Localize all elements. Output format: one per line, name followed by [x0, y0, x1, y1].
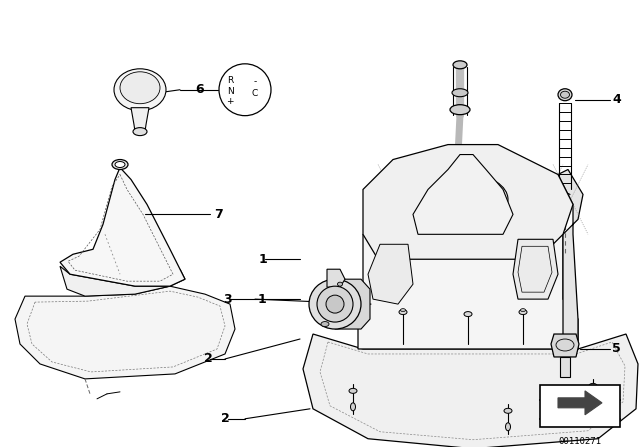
Polygon shape: [363, 145, 573, 259]
Polygon shape: [368, 244, 413, 304]
Text: N: N: [227, 87, 234, 96]
Ellipse shape: [450, 105, 470, 115]
Ellipse shape: [428, 174, 508, 224]
Ellipse shape: [399, 310, 407, 314]
Polygon shape: [540, 385, 620, 427]
Ellipse shape: [351, 403, 355, 411]
Text: 3: 3: [223, 293, 232, 306]
Ellipse shape: [401, 309, 406, 312]
Polygon shape: [513, 239, 558, 299]
Ellipse shape: [133, 128, 147, 136]
Text: 5: 5: [612, 342, 621, 355]
Polygon shape: [558, 391, 602, 415]
Ellipse shape: [115, 162, 125, 168]
Text: 7: 7: [214, 208, 223, 221]
Text: 00110271: 00110271: [559, 437, 602, 446]
Text: R: R: [227, 76, 233, 85]
Text: -: -: [253, 77, 257, 86]
Text: C: C: [252, 89, 258, 98]
Polygon shape: [327, 269, 345, 287]
Ellipse shape: [589, 383, 597, 388]
Ellipse shape: [519, 310, 527, 314]
Polygon shape: [60, 168, 185, 286]
Polygon shape: [551, 334, 579, 357]
Text: 6: 6: [196, 83, 204, 96]
Text: 1: 1: [258, 293, 267, 306]
Ellipse shape: [561, 91, 570, 98]
Ellipse shape: [349, 388, 357, 393]
Ellipse shape: [591, 398, 595, 406]
Text: 4: 4: [612, 93, 621, 106]
Ellipse shape: [219, 64, 271, 116]
Polygon shape: [303, 334, 638, 448]
Ellipse shape: [309, 279, 361, 329]
Polygon shape: [413, 155, 513, 234]
Ellipse shape: [453, 61, 467, 69]
Text: +: +: [227, 97, 234, 106]
Ellipse shape: [120, 72, 160, 103]
Polygon shape: [15, 286, 235, 379]
Ellipse shape: [112, 159, 128, 169]
Polygon shape: [358, 234, 578, 349]
Ellipse shape: [326, 295, 344, 313]
Polygon shape: [60, 266, 185, 296]
Ellipse shape: [504, 408, 512, 414]
Ellipse shape: [520, 309, 525, 312]
Ellipse shape: [440, 182, 495, 217]
Ellipse shape: [464, 312, 472, 317]
Polygon shape: [335, 279, 370, 329]
Text: 2: 2: [221, 412, 230, 425]
Ellipse shape: [114, 69, 166, 111]
Polygon shape: [560, 357, 570, 377]
Ellipse shape: [337, 282, 342, 286]
Ellipse shape: [452, 89, 468, 97]
Ellipse shape: [558, 89, 572, 101]
Polygon shape: [131, 108, 149, 132]
Ellipse shape: [317, 286, 353, 322]
Ellipse shape: [506, 423, 511, 431]
Polygon shape: [558, 169, 583, 349]
Text: 1: 1: [259, 253, 267, 266]
Ellipse shape: [321, 322, 329, 327]
Text: 2: 2: [204, 353, 213, 366]
